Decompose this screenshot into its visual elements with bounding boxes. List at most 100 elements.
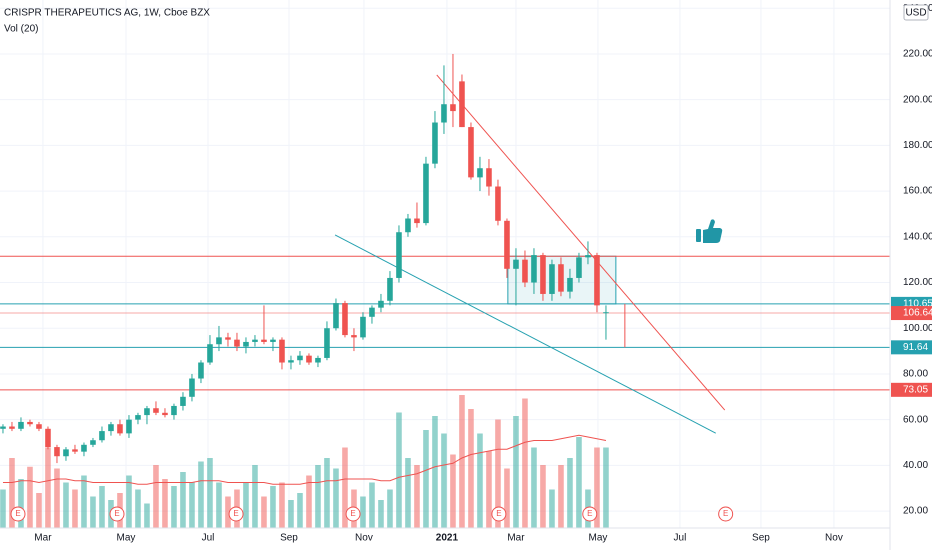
earnings-label: E [114,509,119,518]
volume-bar [36,493,42,528]
y-tick-label: 80.00 [903,369,928,380]
candle-body [576,257,582,278]
volume-bar [414,465,420,528]
candle-body [252,339,258,342]
candle-body [198,362,204,379]
candle-body [549,264,555,294]
y-tick-label: 100.00 [903,323,932,334]
volume-bar [18,479,24,528]
candle-body [423,163,429,224]
candle-body [405,218,411,233]
earnings-label: E [233,509,238,518]
volume-bar [54,468,60,528]
candle-body [522,259,528,283]
candle-body [414,218,420,224]
currency-box[interactable] [903,4,929,21]
y-tick-label: 180.00 [903,140,932,151]
candle-body [90,440,96,445]
x-tick-label: Mar [34,533,52,544]
candle-body [504,220,510,269]
earnings-marker [109,506,125,522]
volume-bar [90,496,96,528]
y-tick-label: 20.00 [903,506,928,517]
axes: 20.00 40.00 60.00 80.00 100.00 120.00 140.00 16… [34,3,932,544]
volume-bar [432,416,438,528]
candle-body [243,341,249,347]
price-level-label: 91.64 [903,342,928,353]
candle-body [180,396,186,406]
candle-body [441,104,447,123]
volume-bar [207,458,213,528]
volume-bar [144,503,150,528]
candle-body [450,104,456,112]
price-level-box [891,382,932,397]
volume-bar [279,482,285,528]
x-tick-label: Nov [355,533,373,544]
candle-body [396,232,402,278]
candle-body [603,312,609,314]
volume-bar [135,489,141,528]
candle-body [333,303,339,329]
volume-bar [225,496,231,528]
candle-body [27,421,33,425]
volume-bar [126,475,132,528]
candle-body [234,339,240,347]
volume-bar [216,482,222,528]
volume-bar [549,489,555,528]
volume-bar [477,433,483,528]
candle-body [432,122,438,164]
candle-body [270,339,276,342]
candle-body [45,428,51,448]
volume-bar [441,433,447,528]
volume-bar [522,398,528,528]
candle-body [477,168,483,178]
volume-bar [468,409,474,528]
candle-body [135,415,141,420]
volume-bar [540,465,546,528]
candle-body [189,378,195,397]
price-level-box [891,306,932,321]
earnings-label: E [15,509,20,518]
grid [0,0,890,528]
earnings-marker [582,506,598,522]
candle-body [216,337,222,345]
candle-body [459,81,465,128]
candle-body [351,335,357,338]
volume-bar [243,482,249,528]
volume-bar [27,466,33,528]
volume-bar [486,451,492,528]
volume-bar [252,465,258,528]
price-level-label: 106.64 [903,308,932,319]
candle-body [36,424,42,429]
y-tick-label: 140.00 [903,231,932,242]
trend-line [436,74,726,411]
candle-body [81,444,87,452]
volume-bar [423,430,429,528]
volume-bar [603,447,609,528]
earnings-marker [491,506,507,522]
volume-bar [378,500,384,528]
candle-body [558,264,564,292]
currency-label: USD [905,8,926,19]
volume-bar [369,482,375,528]
candle-body [513,259,519,269]
volume-bar [153,465,159,528]
volume-bar [297,493,303,528]
volume-bar [99,486,105,528]
candle-body [378,300,384,308]
volume-bar [198,461,204,528]
candle-body [288,360,294,363]
volume-bar [513,416,519,528]
candle-body [567,277,573,292]
candle-body [126,419,132,434]
volume-bar [387,489,393,528]
volume-bar [459,395,465,528]
volume-bar [360,496,366,528]
x-tick-label: Sep [280,533,298,544]
volume-bar [504,468,510,528]
volume-bar [342,447,348,528]
volume-bar [405,458,411,528]
earnings-label: E [587,509,592,518]
volume-bar [324,458,330,528]
candle-body [540,255,546,294]
